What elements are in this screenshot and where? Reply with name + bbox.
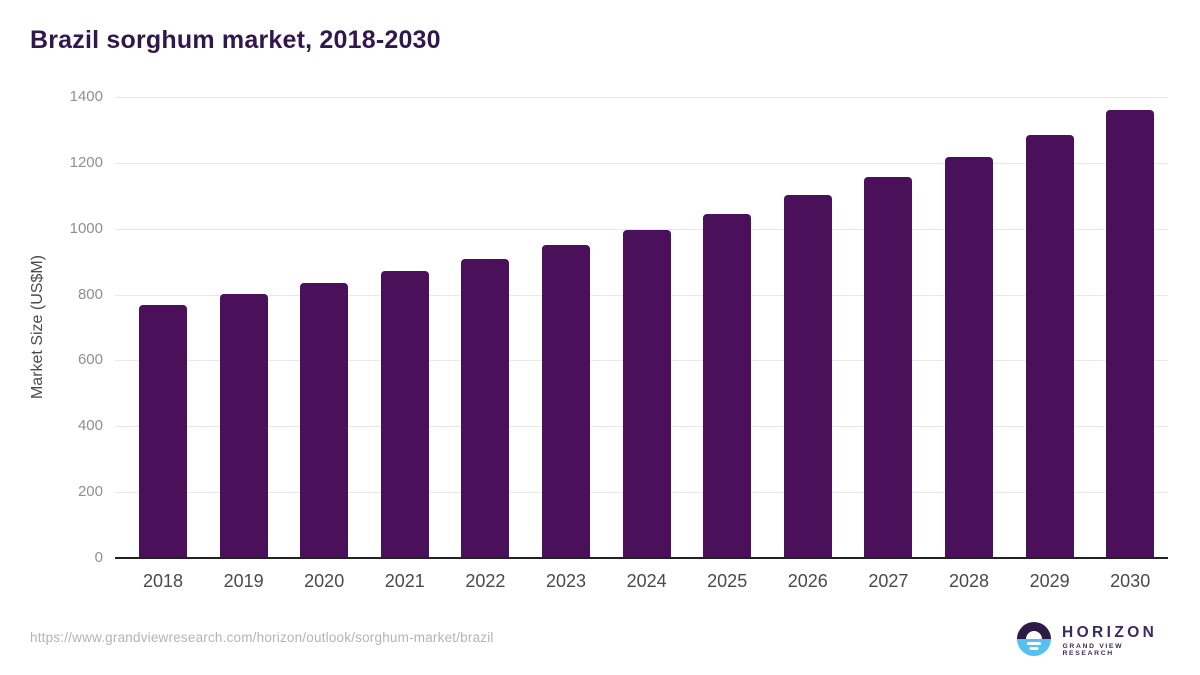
gridline bbox=[115, 162, 1168, 164]
y-axis-tick-label: 800 bbox=[77, 285, 103, 303]
x-axis-tick-label: 2028 bbox=[948, 571, 990, 591]
x-axis-tick-label: 2023 bbox=[545, 571, 587, 591]
x-axis-tick-label: 2027 bbox=[868, 571, 909, 591]
bar-2025[interactable] bbox=[703, 214, 752, 557]
horizon-sunrise-icon bbox=[1017, 622, 1051, 656]
y-axis-tick-label: 600 bbox=[77, 351, 103, 369]
y-axis-title: Market Size (US$M) bbox=[29, 254, 46, 400]
x-axis-tick-label: 2018 bbox=[142, 571, 184, 591]
horizon-logo: HORIZON GRAND VIEW RESEARCH bbox=[1017, 621, 1177, 661]
y-axis-tick-label: 400 bbox=[77, 417, 103, 435]
x-axis-tick-label: 2020 bbox=[304, 571, 345, 591]
bar-2028[interactable] bbox=[945, 157, 993, 557]
x-axis-tick-label: 2030 bbox=[1110, 571, 1151, 591]
logo-brand-text: HORIZON bbox=[1062, 624, 1158, 641]
x-axis-tick-label: 2026 bbox=[787, 571, 828, 591]
y-axis-tick-label: 1400 bbox=[69, 88, 103, 105]
bar-2024[interactable] bbox=[622, 230, 671, 557]
bar-2018[interactable] bbox=[139, 305, 187, 557]
bar-2029[interactable] bbox=[1025, 135, 1074, 557]
logo-reflection-line bbox=[1029, 647, 1039, 650]
x-axis-tick-label: 2025 bbox=[707, 571, 748, 591]
bar-2030[interactable] bbox=[1106, 110, 1155, 557]
y-axis-tick-label: 200 bbox=[77, 483, 103, 501]
bar-2023[interactable] bbox=[542, 245, 590, 557]
x-axis-tick-label: 2022 bbox=[465, 571, 506, 591]
bar-2021[interactable] bbox=[380, 271, 429, 557]
logo-sun-shape bbox=[1026, 631, 1042, 639]
bar-2027[interactable] bbox=[864, 177, 913, 557]
x-axis-line bbox=[115, 557, 1168, 559]
gridline bbox=[115, 97, 1168, 98]
x-axis-tick-label: 2021 bbox=[384, 571, 425, 591]
chart-title: Brazil sorghum market, 2018-2030 bbox=[30, 26, 441, 54]
source-url: https://www.grandviewresearch.com/horizo… bbox=[30, 630, 494, 645]
bar-2022[interactable] bbox=[461, 259, 510, 557]
x-axis-tick-label: 2029 bbox=[1029, 571, 1070, 591]
logo-sky-half bbox=[1017, 622, 1051, 639]
logo-tagline-text: GRAND VIEW RESEARCH bbox=[1062, 643, 1124, 657]
bar-2020[interactable] bbox=[300, 283, 349, 557]
gridline bbox=[115, 228, 1168, 230]
x-axis-tick-label: 2019 bbox=[223, 571, 264, 591]
y-axis-tick-label: 1200 bbox=[69, 153, 103, 171]
y-axis-tick-label: 1000 bbox=[69, 219, 103, 237]
bar-2019[interactable] bbox=[219, 294, 268, 557]
bar-2026[interactable] bbox=[783, 195, 832, 557]
x-axis-tick-label: 2024 bbox=[626, 571, 667, 591]
y-axis-tick-label: 0 bbox=[94, 549, 103, 566]
logo-reflection-line bbox=[1027, 642, 1041, 645]
